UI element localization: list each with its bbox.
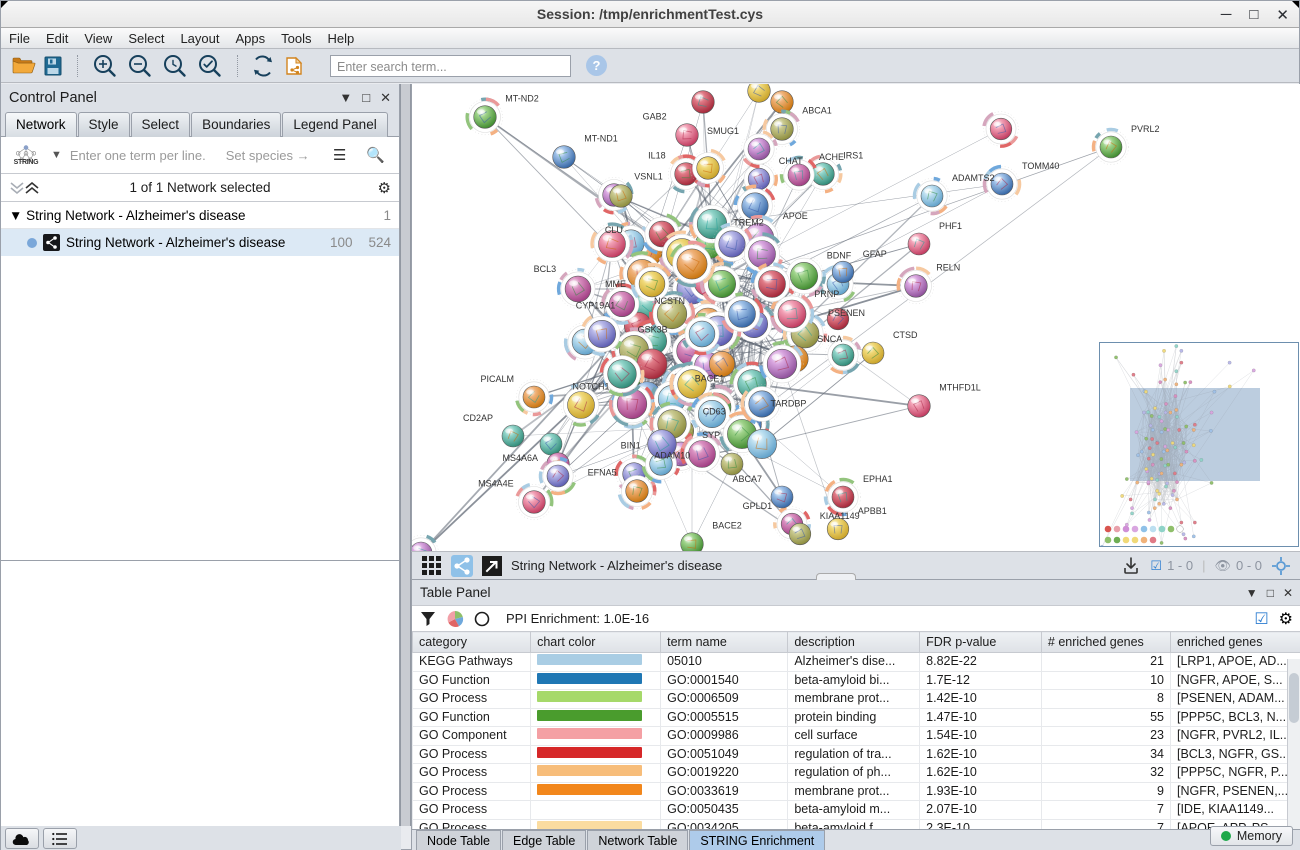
svg-text:ADAMTS2: ADAMTS2 xyxy=(952,173,995,183)
svg-text:PSENEN: PSENEN xyxy=(828,308,865,318)
svg-text:APBB1: APBB1 xyxy=(858,506,887,516)
svg-text:IL18: IL18 xyxy=(648,151,666,161)
svg-text:PICALM: PICALM xyxy=(480,374,514,384)
svg-text:APOE: APOE xyxy=(783,211,808,221)
svg-text:CHAT: CHAT xyxy=(779,156,803,166)
svg-text:CYP19A1: CYP19A1 xyxy=(576,300,616,310)
svg-text:CTSD: CTSD xyxy=(893,330,918,340)
svg-text:KIAA1149: KIAA1149 xyxy=(820,511,860,521)
svg-text:GFAP: GFAP xyxy=(863,249,887,259)
svg-text:PRNP: PRNP xyxy=(814,289,839,299)
svg-text:MT-ND2: MT-ND2 xyxy=(505,94,539,104)
svg-text:CLU: CLU xyxy=(605,225,623,235)
svg-text:ABCA7: ABCA7 xyxy=(732,474,762,484)
svg-text:NCSTN: NCSTN xyxy=(654,296,685,306)
svg-text:SMUG1: SMUG1 xyxy=(707,126,739,136)
svg-text:EFNA5: EFNA5 xyxy=(588,468,617,478)
svg-text:MTHFD1L: MTHFD1L xyxy=(939,383,981,393)
svg-text:TREM2: TREM2 xyxy=(733,218,764,228)
svg-text:CD63: CD63 xyxy=(703,406,726,416)
svg-text:ACHE: ACHE xyxy=(819,152,844,162)
svg-text:MME: MME xyxy=(605,279,626,289)
svg-text:PVRL2: PVRL2 xyxy=(1131,124,1160,134)
svg-text:BACE2: BACE2 xyxy=(712,521,742,531)
svg-text:SYP: SYP xyxy=(702,430,720,440)
svg-text:NOTCH1: NOTCH1 xyxy=(572,382,609,392)
svg-text:IRS1: IRS1 xyxy=(843,151,863,161)
svg-text:EPHA1: EPHA1 xyxy=(863,474,893,484)
svg-text:SNCA: SNCA xyxy=(817,334,842,344)
svg-text:ADAM10: ADAM10 xyxy=(654,451,690,461)
svg-text:GPLD1: GPLD1 xyxy=(743,501,773,511)
svg-text:PHF1: PHF1 xyxy=(939,221,962,231)
svg-text:TARDBP: TARDBP xyxy=(771,399,807,409)
svg-text:GAB2: GAB2 xyxy=(643,112,667,122)
svg-text:BCL3: BCL3 xyxy=(534,264,557,274)
svg-text:CD2AP: CD2AP xyxy=(463,413,493,423)
svg-text:TOMM40: TOMM40 xyxy=(1022,161,1059,171)
svg-text:MS4A6A: MS4A6A xyxy=(502,453,538,463)
svg-text:BACE1: BACE1 xyxy=(695,373,725,383)
svg-text:MS4A4E: MS4A4E xyxy=(478,479,514,489)
svg-text:BDNF: BDNF xyxy=(827,250,852,260)
svg-text:MT-ND1: MT-ND1 xyxy=(584,134,618,144)
svg-text:ABCA1: ABCA1 xyxy=(802,106,832,116)
svg-text:RELN: RELN xyxy=(936,263,960,273)
svg-text:VSNL1: VSNL1 xyxy=(634,172,663,182)
svg-text:GSK3B: GSK3B xyxy=(638,325,668,335)
svg-text:BIN1: BIN1 xyxy=(621,441,641,451)
